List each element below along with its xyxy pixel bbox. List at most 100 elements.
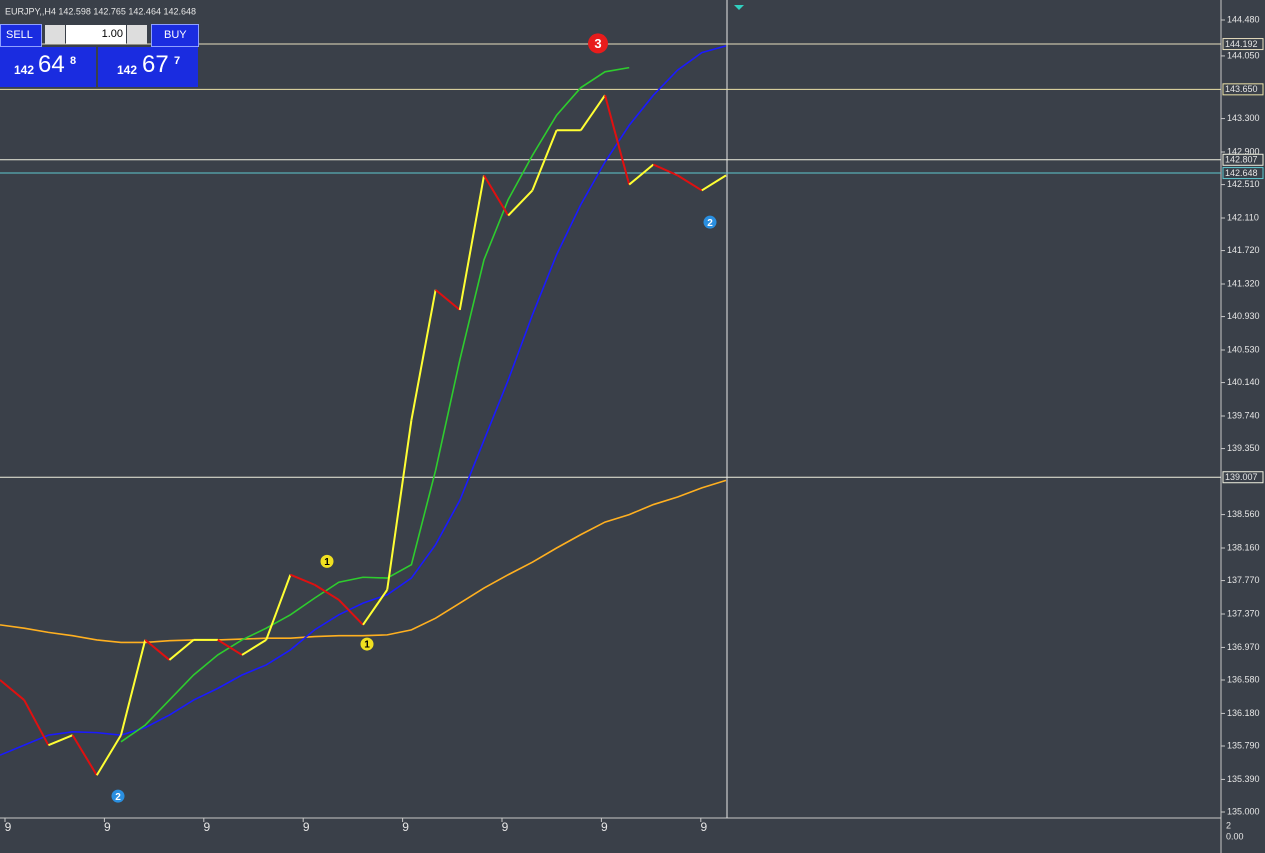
price-label-box [1222, 83, 1264, 96]
y-tick-label: 138.560 [1227, 509, 1260, 519]
swing-segment [290, 573, 315, 586]
x-tick-label: 9 [203, 820, 210, 834]
signal-marker [320, 554, 334, 568]
chart-title: EURJPY,,H4 142.598 142.765 142.464 142.6… [5, 6, 196, 16]
signal-label: 1 [324, 557, 330, 568]
y-tick-label: 140.140 [1227, 377, 1260, 387]
swing-segment [338, 599, 364, 626]
buy-label: BUY [164, 29, 187, 41]
y-tick-label: 135.790 [1227, 740, 1260, 750]
swing-segment [701, 174, 727, 192]
y-tick-label: 142.900 [1227, 146, 1260, 156]
y-tick-label: 135.390 [1227, 774, 1260, 784]
y-tick-label: 141.320 [1227, 278, 1260, 288]
swing-segment [120, 639, 147, 736]
signal-marker [360, 637, 374, 651]
signal-label: 3 [594, 36, 601, 51]
swing-segment [483, 174, 510, 217]
lot-value: 1.00 [101, 28, 123, 40]
sub-axis-label: 2 [1226, 820, 1231, 830]
swing-segment [507, 189, 534, 217]
swing-segment [265, 574, 292, 641]
sell-label: SELL [6, 29, 33, 41]
x-tick-label: 9 [104, 820, 111, 834]
y-tick-label: 142.510 [1227, 179, 1260, 189]
shift-marker [734, 5, 744, 10]
swing-segment [604, 94, 631, 185]
swing-segment [458, 175, 485, 311]
swing-segment [434, 289, 461, 311]
y-tick-label: 142.110 [1227, 212, 1259, 222]
swing-segment [48, 734, 73, 747]
swing-segment [144, 639, 171, 661]
sell-button[interactable]: SELL [0, 24, 42, 47]
swing-segment [23, 699, 50, 746]
y-tick-label: 136.580 [1227, 674, 1260, 684]
swing-segment [386, 420, 413, 590]
bid-big: 142 [14, 63, 35, 77]
signal-label: 2 [115, 792, 121, 803]
bid-small: 8 [70, 55, 77, 67]
bid-main: 64 [38, 51, 65, 78]
y-tick-label: 138.160 [1227, 542, 1260, 552]
x-tick-label: 9 [402, 820, 409, 834]
y-tick-label: 139.740 [1227, 410, 1260, 420]
y-tick-label: 141.720 [1227, 245, 1260, 255]
price-label: 142.648 [1225, 168, 1258, 178]
x-tick-label: 9 [5, 820, 12, 834]
y-tick-label: 143.300 [1227, 113, 1260, 123]
y-tick-label: 140.530 [1227, 344, 1260, 354]
y-tick-label: 136.970 [1227, 642, 1260, 652]
signal-marker [703, 215, 717, 229]
ask-box[interactable]: 142 67 7 [98, 47, 198, 87]
price-label-box [1222, 167, 1264, 180]
y-tick-label: 135.000 [1227, 806, 1260, 816]
price-label: 139.007 [1225, 472, 1258, 482]
ask-main: 67 [142, 51, 169, 78]
swing-segment [677, 174, 703, 192]
swing-segment [531, 129, 558, 191]
price-label: 144.192 [1225, 39, 1258, 49]
price-label-box [1222, 38, 1264, 51]
swing-segment [628, 163, 655, 186]
y-tick-label: 136.180 [1227, 708, 1260, 718]
x-tick-label: 9 [601, 820, 608, 834]
sub-axis-label: 0.00 [1226, 831, 1244, 841]
swing-segment [168, 639, 195, 661]
y-tick-label: 144.480 [1227, 14, 1260, 24]
swing-segment [362, 589, 389, 626]
signal-label: 1 [364, 640, 370, 651]
swing-segment [95, 734, 122, 776]
y-tick-label: 144.050 [1227, 50, 1260, 60]
x-tick-label: 9 [502, 820, 509, 834]
signal-marker [111, 789, 125, 803]
swing-segment [71, 734, 98, 776]
buy-button[interactable]: BUY [151, 24, 199, 47]
y-tick-label: 139.350 [1227, 443, 1260, 453]
signal-label: 2 [707, 218, 713, 229]
swing-segment [217, 639, 243, 656]
lot-input[interactable]: 1.00 [66, 25, 126, 44]
swing-segment [314, 583, 340, 601]
x-tick-label: 9 [700, 820, 707, 834]
bid-box[interactable]: 142 64 8 [0, 47, 96, 87]
y-tick-label: 137.370 [1227, 608, 1260, 618]
price-label-box [1222, 153, 1264, 166]
indicator-line [0, 479, 727, 644]
swing-segment [0, 679, 25, 701]
indicator-line [120, 66, 630, 743]
y-tick-label: 137.770 [1227, 575, 1260, 585]
swing-segment [579, 94, 606, 131]
lot-down[interactable] [45, 25, 65, 44]
y-tick-label: 140.930 [1227, 311, 1260, 321]
ask-big: 142 [117, 63, 138, 77]
price-label: 143.650 [1225, 84, 1258, 94]
x-tick-label: 9 [303, 820, 310, 834]
signal-marker [588, 33, 608, 54]
price-label-box [1222, 471, 1264, 484]
price-label: 142.807 [1225, 155, 1258, 165]
lot-up[interactable] [127, 25, 147, 44]
